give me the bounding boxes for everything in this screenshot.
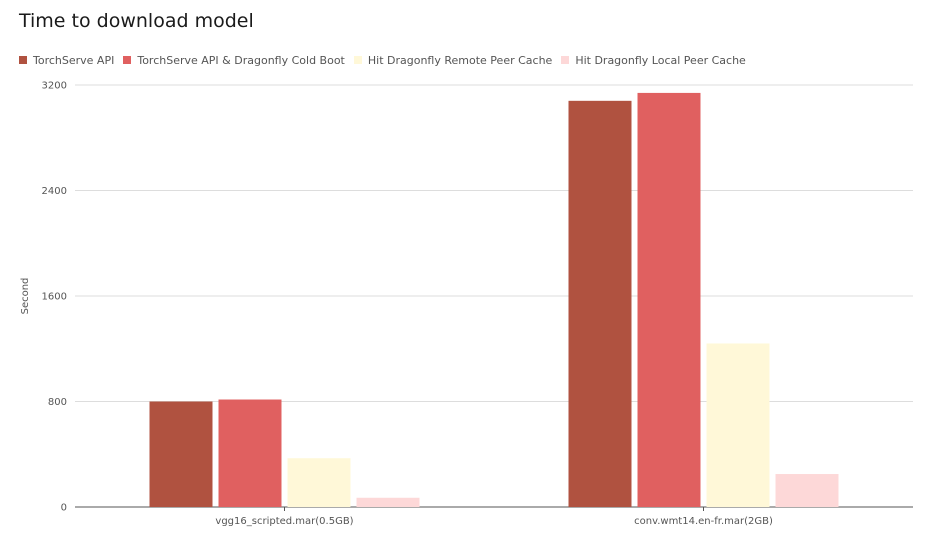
bar	[568, 100, 632, 507]
y-tick-label: 2400	[42, 186, 67, 197]
bar	[149, 401, 213, 507]
x-tick-label: conv.wmt14.en-fr.mar(2GB)	[634, 516, 773, 527]
bar	[287, 458, 351, 507]
legend-item[interactable]: TorchServe API & Dragonfly Cold Boot	[123, 54, 345, 67]
chart-title: Time to download model	[19, 10, 254, 32]
bar	[356, 497, 420, 507]
legend-item[interactable]: Hit Dragonfly Local Peer Cache	[561, 54, 746, 67]
legend-item[interactable]: Hit Dragonfly Remote Peer Cache	[353, 53, 553, 67]
bar	[775, 474, 839, 507]
legend-label: TorchServe API & Dragonfly Cold Boot	[137, 53, 345, 67]
legend-swatch	[19, 56, 27, 64]
legend: TorchServe API TorchServe API & Dragonfly…	[19, 52, 755, 68]
bar	[637, 92, 701, 507]
legend-swatch	[353, 56, 362, 64]
legend-label: Hit Dragonfly Local Peer Cache	[575, 53, 746, 67]
legend-swatch	[561, 56, 570, 64]
bar	[218, 399, 282, 507]
y-tick-label: 0	[61, 503, 67, 514]
legend-label: TorchServe API	[33, 53, 115, 67]
legend-item[interactable]: TorchServe API	[19, 54, 114, 67]
y-axis-title: Second	[20, 278, 31, 315]
y-tick-label: 800	[48, 397, 67, 408]
legend-swatch	[123, 56, 132, 64]
x-tick-label: vgg16_scripted.mar(0.5GB)	[215, 516, 353, 527]
y-tick-label: 1600	[42, 292, 67, 303]
legend-label: Hit Dragonfly Remote Peer Cache	[367, 53, 553, 67]
bar	[706, 343, 770, 507]
y-tick-label: 3200	[42, 81, 67, 92]
